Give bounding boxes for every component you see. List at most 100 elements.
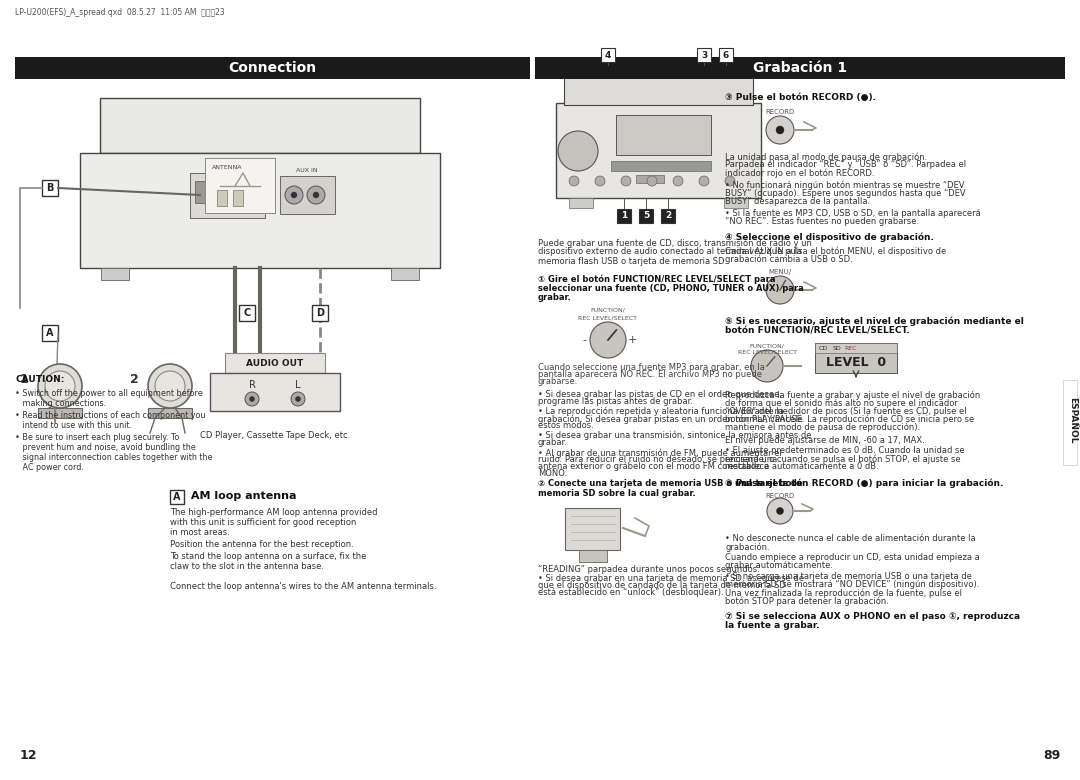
Bar [815, 343, 897, 373]
Text: A: A [173, 492, 180, 502]
Circle shape [699, 176, 708, 186]
Text: 1: 1 [21, 373, 29, 386]
Text: REC LEVEL/SELECT: REC LEVEL/SELECT [579, 316, 637, 321]
Circle shape [291, 392, 305, 406]
Text: restablece automáticamente a 0 dB.: restablece automáticamente a 0 dB. [725, 462, 879, 471]
Circle shape [148, 364, 192, 408]
Bar [239, 305, 255, 321]
Bar [42, 180, 58, 196]
Bar [719, 48, 733, 62]
Text: grabar automáticamente.: grabar automáticamente. [725, 561, 833, 570]
Bar [724, 198, 748, 208]
Text: • Si no carga una tarjeta de memoria USB o una tarjeta de: • Si no carga una tarjeta de memoria USB… [725, 572, 972, 581]
Circle shape [45, 371, 75, 401]
Bar [617, 209, 631, 223]
Text: grabar.: grabar. [538, 293, 571, 303]
Text: “NO REC”. Estas fuentes no pueden grabarse.: “NO REC”. Estas fuentes no pueden grabar… [725, 217, 919, 226]
Text: -: - [582, 335, 586, 345]
Text: seleccionar una fuente (CD, PHONO, TUNER o AUX) para: seleccionar una fuente (CD, PHONO, TUNER… [538, 284, 804, 293]
Text: • El ajuste predeterminado es 0 dB. Cuando la unidad se: • El ajuste predeterminado es 0 dB. Cuan… [725, 446, 964, 455]
Bar [217, 190, 227, 206]
Circle shape [767, 498, 793, 524]
Bar [535, 57, 1065, 79]
Text: indicador rojo en el botón RECORD.: indicador rojo en el botón RECORD. [725, 168, 875, 178]
Circle shape [590, 322, 626, 358]
Text: grabarse.: grabarse. [538, 377, 578, 386]
Bar [148, 408, 192, 418]
Text: RECORD: RECORD [766, 493, 795, 499]
Text: que el dispositivo de candado de la tarjeta de memoria SD: que el dispositivo de candado de la tarj… [538, 581, 786, 590]
Text: “OVER” del medidor de picos (Si la fuente es CD, pulse el: “OVER” del medidor de picos (Si la fuent… [725, 407, 967, 416]
Text: AUX IN: AUX IN [296, 168, 318, 173]
Bar [210, 181, 219, 203]
Bar [38, 408, 82, 418]
Bar [569, 198, 593, 208]
Text: botón STOP para detener la grabación.: botón STOP para detener la grabación. [725, 596, 889, 605]
Bar [579, 550, 607, 562]
Circle shape [285, 186, 303, 204]
Text: ④ Seleccione el dispositivo de grabación.: ④ Seleccione el dispositivo de grabación… [725, 233, 934, 243]
Text: MONO.: MONO. [538, 469, 567, 478]
Text: • Be sure to insert each plug securely. To: • Be sure to insert each plug securely. … [15, 433, 179, 442]
Circle shape [647, 176, 657, 186]
Text: memoria flash USB o tarjeta de memoria SD.: memoria flash USB o tarjeta de memoria S… [538, 257, 727, 266]
Text: La unidad pasa al modo de pausa de grabación.: La unidad pasa al modo de pausa de graba… [725, 152, 928, 161]
Text: • Si desea grabar una transmisión, sintonice la emisora antes de: • Si desea grabar una transmisión, sinto… [538, 431, 811, 441]
Bar [391, 268, 419, 280]
Text: CD Player, Cassette Tape Deck, etc.: CD Player, Cassette Tape Deck, etc. [200, 431, 350, 440]
Text: • No desconecte nunca el cable de alimentación durante la: • No desconecte nunca el cable de alimen… [725, 534, 975, 543]
Circle shape [595, 176, 605, 186]
Circle shape [777, 126, 784, 134]
Text: LP-U200(EFS)_A_spread.qxd  08.5.27  11:05 AM  ページ23: LP-U200(EFS)_A_spread.qxd 08.5.27 11:05 … [15, 8, 225, 17]
Text: Grabación 1: Grabación 1 [753, 61, 847, 75]
Text: Position the antenna for the best reception.: Position the antenna for the best recept… [170, 540, 354, 549]
Text: C: C [243, 308, 251, 318]
Text: 2: 2 [665, 211, 671, 221]
Bar [190, 173, 265, 218]
Text: CD: CD [819, 346, 827, 350]
Text: grabación. Si desea grabar pistas en un orden normal, cancele: grabación. Si desea grabar pistas en un … [538, 414, 802, 424]
Text: enciende, o cuando se pulsa el botón STOP, el ajuste se: enciende, o cuando se pulsa el botón STO… [725, 454, 960, 463]
Bar [616, 115, 711, 155]
Text: prevent hum and noise, avoid bundling the: prevent hum and noise, avoid bundling th… [15, 443, 195, 452]
Text: ⑦ Si se selecciona AUX o PHONO en el paso ①, reproduzca: ⑦ Si se selecciona AUX o PHONO en el pas… [725, 612, 1021, 621]
Text: “READING” parpadea durante unos pocos segundos.: “READING” parpadea durante unos pocos se… [538, 565, 759, 574]
Text: 5: 5 [643, 211, 649, 221]
Text: claw to the slot in the antenna base.: claw to the slot in the antenna base. [170, 562, 324, 571]
Text: 12: 12 [21, 749, 38, 762]
Text: +: + [627, 335, 637, 345]
Circle shape [751, 350, 783, 382]
Text: de forma que el sonido más alto no supere el indicador: de forma que el sonido más alto no super… [725, 399, 958, 408]
Bar [222, 181, 233, 203]
Text: • Si desea grabar en una tarjeta de memoria SD, asegúrese de: • Si desea grabar en una tarjeta de memo… [538, 574, 805, 583]
Text: L: L [295, 380, 300, 390]
Text: MENU/: MENU/ [769, 269, 792, 275]
Text: memoria SD sobre la cual grabar.: memoria SD sobre la cual grabar. [538, 488, 696, 498]
Circle shape [558, 131, 598, 171]
Text: botón PLAY/PAUSE. La reproducción de CD se inicia pero se: botón PLAY/PAUSE. La reproducción de CD … [725, 415, 974, 424]
Text: memoria SD, se mostrará “NO DEVICE” (ningún dispositivo).: memoria SD, se mostrará “NO DEVICE” (nin… [725, 580, 980, 589]
Text: AUDIO OUT: AUDIO OUT [246, 359, 303, 367]
Text: • La reproducción repetida y aleatoria funciona durante la: • La reproducción repetida y aleatoria f… [538, 407, 784, 417]
Text: ⑤ Si es necesario, ajuste el nivel de grabación mediante el: ⑤ Si es necesario, ajuste el nivel de gr… [725, 317, 1024, 327]
Circle shape [673, 176, 683, 186]
Text: Cada vez que pulsa el botón MENU, el dispositivo de: Cada vez que pulsa el botón MENU, el dis… [725, 246, 946, 256]
Text: ② Conecte una tarjeta de memoria USB o una tarjeta de: ② Conecte una tarjeta de memoria USB o u… [538, 479, 802, 488]
Bar [100, 98, 420, 153]
Text: 89: 89 [1043, 749, 1059, 762]
Text: B: B [46, 183, 54, 193]
Circle shape [245, 392, 259, 406]
Text: FUNCTION/: FUNCTION/ [750, 343, 784, 348]
Bar [210, 373, 340, 411]
Text: grabación cambia a USB o SD.: grabación cambia a USB o SD. [725, 254, 853, 264]
Circle shape [38, 364, 82, 408]
Text: Puede grabar una fuente de CD, disco, transmisión de radio y un: Puede grabar una fuente de CD, disco, tr… [538, 238, 812, 247]
Text: ESPAÑOL: ESPAÑOL [1068, 397, 1078, 443]
Circle shape [766, 276, 794, 304]
Circle shape [569, 176, 579, 186]
Bar [639, 209, 653, 223]
Text: ruido. Para reducir el ruido no deseado, se precisará una: ruido. Para reducir el ruido no deseado,… [538, 455, 778, 464]
Text: 4: 4 [605, 51, 611, 59]
Text: with this unit is sufficient for good reception: with this unit is sufficient for good re… [170, 518, 356, 527]
Circle shape [156, 371, 185, 401]
